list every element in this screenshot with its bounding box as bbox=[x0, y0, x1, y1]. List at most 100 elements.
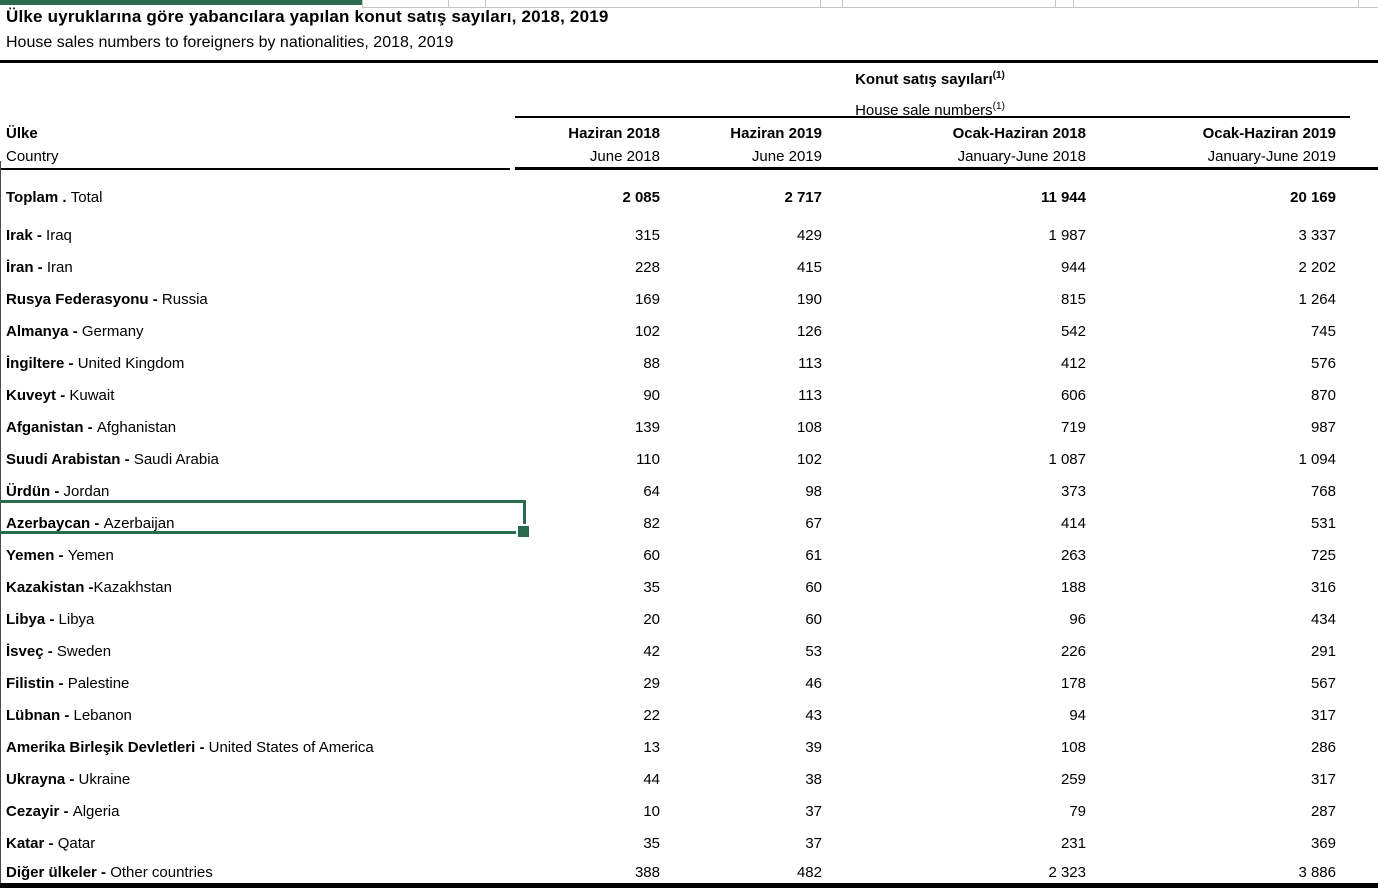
value-cell-jan-june-2019[interactable]: 2 202 bbox=[1298, 258, 1336, 276]
value-cell-jan-june-2018[interactable]: 188 bbox=[1060, 578, 1086, 596]
value-cell-june-2018[interactable]: 22 bbox=[643, 706, 660, 724]
value-cell-jan-june-2019[interactable]: 287 bbox=[1310, 802, 1336, 820]
value-cell-jan-june-2018[interactable]: 412 bbox=[1060, 354, 1086, 372]
value-cell-jan-june-2018[interactable]: 606 bbox=[1060, 386, 1086, 404]
value-cell-jan-june-2018[interactable]: 11 944 bbox=[1040, 188, 1086, 206]
value-cell-june-2018[interactable]: 64 bbox=[643, 482, 660, 500]
value-cell-jan-june-2019[interactable]: 3 886 bbox=[1298, 863, 1336, 881]
country-cell[interactable]: Kazakistan -Kazakhstan bbox=[0, 579, 515, 596]
value-cell-june-2019[interactable]: 60 bbox=[805, 578, 822, 596]
country-cell[interactable]: Amerika Birleşik Devletleri - United Sta… bbox=[0, 739, 515, 756]
value-cell-jan-june-2019[interactable]: 1 094 bbox=[1298, 450, 1336, 468]
value-cell-june-2018[interactable]: 139 bbox=[634, 418, 660, 436]
value-cell-june-2019[interactable]: 482 bbox=[796, 863, 822, 881]
value-cell-jan-june-2018[interactable]: 263 bbox=[1060, 546, 1086, 564]
value-cell-june-2018[interactable]: 35 bbox=[643, 578, 660, 596]
value-cell-june-2019[interactable]: 67 bbox=[805, 514, 822, 532]
country-cell[interactable]: Toplam . Total bbox=[0, 189, 515, 206]
country-cell[interactable]: Afganistan - Afghanistan bbox=[0, 419, 515, 436]
value-cell-jan-june-2019[interactable]: 870 bbox=[1310, 386, 1336, 404]
value-cell-june-2019[interactable]: 60 bbox=[805, 610, 822, 628]
value-cell-june-2019[interactable]: 102 bbox=[796, 450, 822, 468]
column-header-june-2019[interactable]: Haziran 2019 June 2019 bbox=[730, 125, 822, 165]
country-cell[interactable]: İsveç - Sweden bbox=[0, 643, 515, 660]
value-cell-jan-june-2019[interactable]: 369 bbox=[1310, 834, 1336, 852]
value-cell-jan-june-2019[interactable]: 725 bbox=[1310, 546, 1336, 564]
value-cell-jan-june-2018[interactable]: 2 323 bbox=[1048, 863, 1086, 881]
value-cell-june-2018[interactable]: 35 bbox=[643, 834, 660, 852]
value-cell-jan-june-2018[interactable]: 719 bbox=[1060, 418, 1086, 436]
active-cell-selection-box[interactable] bbox=[0, 500, 531, 539]
value-cell-june-2019[interactable]: 61 bbox=[805, 546, 822, 564]
country-cell[interactable]: Ukrayna - Ukraine bbox=[0, 771, 515, 788]
value-cell-june-2019[interactable]: 98 bbox=[805, 482, 822, 500]
country-cell[interactable]: İngiltere - United Kingdom bbox=[0, 355, 515, 372]
value-cell-june-2019[interactable]: 415 bbox=[796, 258, 822, 276]
value-cell-june-2018[interactable]: 42 bbox=[643, 642, 660, 660]
value-cell-june-2019[interactable]: 43 bbox=[805, 706, 822, 724]
value-cell-june-2019[interactable]: 39 bbox=[805, 738, 822, 756]
value-cell-june-2019[interactable]: 108 bbox=[796, 418, 822, 436]
value-cell-jan-june-2018[interactable]: 259 bbox=[1060, 770, 1086, 788]
value-cell-jan-june-2019[interactable]: 317 bbox=[1310, 770, 1336, 788]
value-cell-june-2019[interactable]: 113 bbox=[798, 386, 822, 404]
value-cell-june-2018[interactable]: 2 085 bbox=[622, 188, 660, 206]
value-cell-june-2019[interactable]: 37 bbox=[805, 802, 822, 820]
table-title-english[interactable]: House sales numbers to foreigners by nat… bbox=[6, 34, 454, 51]
value-cell-jan-june-2018[interactable]: 542 bbox=[1060, 322, 1086, 340]
value-cell-june-2018[interactable]: 82 bbox=[643, 514, 660, 532]
country-cell[interactable]: Irak - Iraq bbox=[0, 227, 515, 244]
value-cell-june-2018[interactable]: 102 bbox=[634, 322, 660, 340]
value-cell-jan-june-2019[interactable]: 1 264 bbox=[1298, 290, 1336, 308]
value-cell-jan-june-2018[interactable]: 231 bbox=[1060, 834, 1086, 852]
value-cell-jan-june-2018[interactable]: 944 bbox=[1060, 258, 1086, 276]
column-header-jan-june-2019[interactable]: Ocak-Haziran 2019 January-June 2019 bbox=[1202, 125, 1336, 165]
value-cell-june-2018[interactable]: 388 bbox=[634, 863, 660, 881]
value-cell-june-2019[interactable]: 190 bbox=[796, 290, 822, 308]
value-cell-jan-june-2019[interactable]: 316 bbox=[1310, 578, 1336, 596]
table-title-turkish[interactable]: Ülke uyruklarına göre yabancılara yapıla… bbox=[6, 7, 609, 26]
country-cell[interactable]: Almanya - Germany bbox=[0, 323, 515, 340]
value-cell-jan-june-2019[interactable]: 576 bbox=[1310, 354, 1336, 372]
value-cell-june-2018[interactable]: 10 bbox=[643, 802, 660, 820]
fill-handle[interactable] bbox=[516, 524, 531, 539]
column-header-june-2018[interactable]: Haziran 2018 June 2018 bbox=[568, 125, 660, 165]
value-cell-june-2018[interactable]: 88 bbox=[643, 354, 660, 372]
value-cell-jan-june-2019[interactable]: 567 bbox=[1310, 674, 1336, 692]
value-cell-june-2018[interactable]: 169 bbox=[634, 290, 660, 308]
value-cell-june-2019[interactable]: 46 bbox=[805, 674, 822, 692]
value-cell-jan-june-2019[interactable]: 3 337 bbox=[1298, 226, 1336, 244]
value-cell-june-2018[interactable]: 60 bbox=[643, 546, 660, 564]
country-cell[interactable]: Katar - Qatar bbox=[0, 835, 515, 852]
value-cell-june-2019[interactable]: 429 bbox=[796, 226, 822, 244]
value-cell-jan-june-2018[interactable]: 94 bbox=[1069, 706, 1086, 724]
value-cell-jan-june-2019[interactable]: 20 169 bbox=[1290, 188, 1336, 206]
value-cell-june-2018[interactable]: 315 bbox=[634, 226, 660, 244]
value-cell-jan-june-2018[interactable]: 108 bbox=[1060, 738, 1086, 756]
value-cell-jan-june-2018[interactable]: 79 bbox=[1069, 802, 1086, 820]
country-cell[interactable]: Suudi Arabistan - Saudi Arabia bbox=[0, 451, 515, 468]
value-cell-jan-june-2018[interactable]: 414 bbox=[1060, 514, 1086, 532]
value-cell-june-2018[interactable]: 29 bbox=[643, 674, 660, 692]
value-cell-jan-june-2019[interactable]: 291 bbox=[1310, 642, 1336, 660]
country-cell[interactable]: Filistin - Palestine bbox=[0, 675, 515, 692]
value-cell-june-2018[interactable]: 13 bbox=[643, 738, 660, 756]
value-cell-jan-june-2019[interactable]: 531 bbox=[1310, 514, 1336, 532]
country-cell[interactable]: Lübnan - Lebanon bbox=[0, 707, 515, 724]
value-cell-june-2018[interactable]: 228 bbox=[634, 258, 660, 276]
country-cell[interactable]: Rusya Federasyonu - Russia bbox=[0, 291, 515, 308]
value-cell-jan-june-2019[interactable]: 987 bbox=[1310, 418, 1336, 436]
value-cell-jan-june-2018[interactable]: 1 987 bbox=[1048, 226, 1086, 244]
value-cell-june-2019[interactable]: 126 bbox=[796, 322, 822, 340]
value-cell-jan-june-2018[interactable]: 1 087 bbox=[1048, 450, 1086, 468]
value-cell-jan-june-2018[interactable]: 178 bbox=[1060, 674, 1086, 692]
value-cell-jan-june-2019[interactable]: 745 bbox=[1310, 322, 1336, 340]
value-cell-june-2018[interactable]: 90 bbox=[643, 386, 660, 404]
value-cell-june-2018[interactable]: 110 bbox=[636, 450, 660, 468]
value-cell-jan-june-2019[interactable]: 317 bbox=[1310, 706, 1336, 724]
country-cell[interactable]: Ürdün - Jordan bbox=[0, 483, 515, 500]
value-cell-june-2018[interactable]: 20 bbox=[643, 610, 660, 628]
value-cell-jan-june-2018[interactable]: 226 bbox=[1060, 642, 1086, 660]
country-cell[interactable]: Azerbaycan - Azerbaijan bbox=[0, 515, 515, 532]
column-header-jan-june-2018[interactable]: Ocak-Haziran 2018 January-June 2018 bbox=[952, 125, 1086, 165]
